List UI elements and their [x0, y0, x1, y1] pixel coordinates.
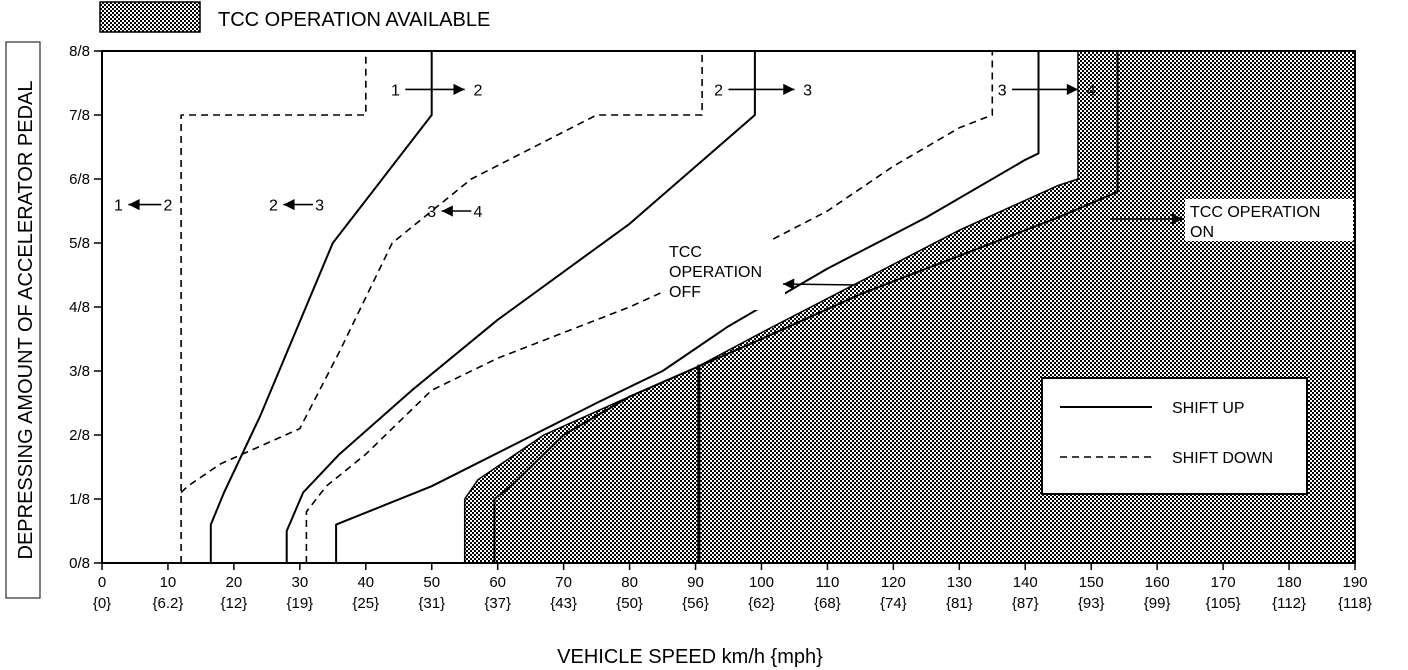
x-tick-label-mph: {74}: [880, 595, 907, 612]
x-tick-label-kmh: 70: [555, 574, 572, 591]
top-legend-label: TCC OPERATION AVAILABLE: [218, 9, 490, 31]
legend-label: SHIFT DOWN: [1172, 450, 1273, 467]
top-legend-swatch: [99, 1, 201, 33]
shift-line-1: [209, 51, 433, 563]
gear-label: 1: [391, 82, 400, 99]
gear-label: 3: [315, 198, 324, 215]
y-axis-label: DEPRESSING AMOUNT OF ACCELERATOR PEDAL: [15, 80, 37, 559]
x-tick-label-mph: {118}: [1338, 595, 1372, 612]
x-tick-label-kmh: 30: [291, 574, 308, 591]
plot-area: 0/8 1/8 2/8 3/8 4/8 5/8 6/8 7/8 8/8 0 {0} 10 {6.2} 20…: [69, 43, 1372, 612]
tcc-off-label-background: [665, 240, 785, 310]
x-tick-label-mph: {112}: [1272, 595, 1306, 612]
tcc-off-callout-text: OPERATION: [669, 264, 762, 281]
gear-label: 3: [803, 82, 812, 99]
x-tick-label-mph: {50}: [616, 595, 643, 612]
x-tick-label-kmh: 0: [98, 574, 106, 591]
y-tick-label: 3/8: [69, 363, 90, 380]
x-tick-label-mph: {37}: [484, 595, 511, 612]
tcc-off-arrow: [782, 278, 859, 290]
x-tick-label-mph: {87}: [1012, 595, 1039, 612]
x-tick-label-mph: {68}: [814, 595, 841, 612]
shift-line-4: [285, 51, 756, 563]
x-tick-label-kmh: 120: [881, 574, 906, 591]
gear-label: 2: [714, 82, 723, 99]
x-tick-label-kmh: 90: [687, 574, 704, 591]
gear-label: 1: [114, 198, 123, 215]
x-tick-label-kmh: 10: [160, 574, 177, 591]
x-tick-label-mph: {43}: [550, 595, 577, 612]
x-tick-label-mph: {105}: [1206, 595, 1241, 612]
x-tick-label-mph: {19}: [286, 595, 313, 612]
x-tick-label-mph: {25}: [352, 595, 379, 612]
shift-line-2: [180, 51, 367, 563]
legend-box: [1041, 377, 1308, 495]
x-tick-label-mph: {31}: [418, 595, 445, 612]
tcc-off-callout-text: TCC: [669, 244, 702, 261]
y-tick-label: 7/8: [69, 107, 90, 124]
gear-label: 2: [163, 198, 172, 215]
x-tick-label-kmh: 100: [749, 574, 774, 591]
x-tick-label-kmh: 180: [1277, 574, 1302, 591]
x-tick-label-kmh: 140: [1013, 574, 1038, 591]
x-tick-label-kmh: 130: [947, 574, 972, 591]
x-tick-label-mph: {12}: [221, 595, 248, 612]
legend-label: SHIFT UP: [1172, 400, 1245, 417]
x-tick-label-kmh: 20: [226, 574, 243, 591]
x-tick-label-mph: {0}: [93, 595, 111, 612]
gear-label: 3: [427, 204, 436, 221]
tcc-on-callout-text: TCC OPERATION: [1190, 204, 1320, 221]
shift-line-3: [180, 51, 703, 494]
x-tick-label-mph: {56}: [682, 595, 709, 612]
tcc-on-label-background: [1185, 199, 1353, 241]
shift-line-7: [493, 51, 1119, 563]
x-tick-label-kmh: 160: [1145, 574, 1170, 591]
tcc-on-callout-text: ON: [1190, 224, 1214, 241]
x-tick-label-kmh: 60: [489, 574, 506, 591]
x-tick-label-mph: {99}: [1144, 595, 1171, 612]
gear-label: 4: [1087, 82, 1096, 99]
x-tick-label-mph: {81}: [946, 595, 973, 612]
x-tick-label-kmh: 110: [815, 574, 839, 591]
tcc-off-callout-text: OFF: [669, 284, 701, 301]
y-tick-label: 8/8: [69, 43, 90, 60]
gear-label: 2: [269, 198, 278, 215]
x-tick-label-mph: {93}: [1078, 595, 1105, 612]
y-tick-label: 1/8: [69, 491, 90, 508]
shift-line-5: [305, 51, 994, 563]
x-tick-label-mph: {6.2}: [153, 595, 184, 612]
x-tick-label-kmh: 150: [1079, 574, 1104, 591]
x-tick-label-kmh: 50: [423, 574, 440, 591]
y-tick-label: 2/8: [69, 427, 90, 444]
gear-label: 3: [998, 82, 1007, 99]
x-tick-label-mph: {62}: [748, 595, 775, 612]
gear-label: 4: [473, 204, 482, 221]
y-tick-label: 0/8: [69, 555, 90, 572]
x-tick-label-kmh: 40: [357, 574, 374, 591]
ylabel-box: [5, 41, 41, 599]
gear-label: 2: [473, 82, 482, 99]
y-tick-label: 4/8: [69, 299, 90, 316]
x-tick-label-kmh: 170: [1211, 574, 1236, 591]
x-axis-label: VEHICLE SPEED km/h {mph}: [557, 646, 823, 668]
y-tick-label: 5/8: [69, 235, 90, 252]
x-tick-label-kmh: 80: [621, 574, 638, 591]
shift-line-6: [335, 51, 1040, 563]
x-tick-label-kmh: 190: [1342, 574, 1367, 591]
y-tick-label: 6/8: [69, 171, 90, 188]
